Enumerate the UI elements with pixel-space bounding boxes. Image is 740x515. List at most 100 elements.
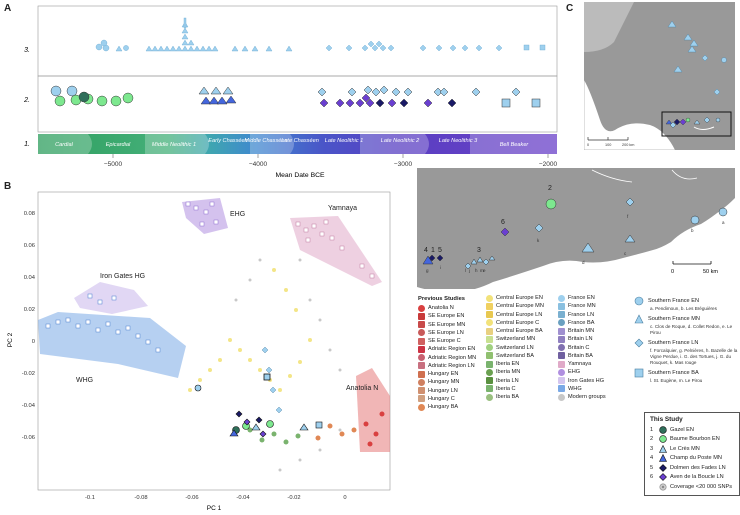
sfr-sites: l. St. Eugène, m. Le Pirou [650, 378, 703, 383]
legend-marker-icon [418, 337, 425, 345]
sfr-title: Southern France EN [648, 298, 699, 304]
legend-item: Modern groups [558, 393, 606, 401]
study-label: Dolmen des Fades LN [670, 464, 726, 471]
map-c-scale-100: 100 [605, 143, 611, 147]
period-bell-beaker: Bell Beaker [500, 142, 530, 148]
legend-marker-icon [558, 344, 565, 352]
study-label: Baume Bourbon EN [670, 436, 720, 443]
legend-marker-icon [558, 294, 565, 302]
legend-marker-icon [486, 385, 493, 393]
sfr-title: Southern France LN [648, 340, 699, 346]
legend-item: Hungary EN [418, 370, 476, 378]
this-study-legend: This Study 1 Gazel EN 2 Baume Bourbon EN 3 Le… [644, 412, 740, 496]
legend-marker-icon [486, 360, 493, 368]
legend-label: Central Europe LN [496, 311, 543, 318]
legend-marker-icon [418, 345, 425, 353]
site-letter-g: g [426, 268, 429, 273]
legend-marker-icon [418, 395, 425, 403]
legend-marker-icon [558, 327, 565, 335]
legend-label: Iberia LN [496, 377, 519, 384]
legend-marker-icon [418, 329, 425, 337]
panel-a-label: A [4, 3, 12, 14]
site-number-5: 5 [438, 247, 442, 254]
legend-label: Modern groups [568, 394, 606, 400]
ytick-0.02: 0.02 [24, 307, 35, 313]
legend-label: Britain LN [568, 336, 593, 343]
panel-b-label: B [4, 181, 12, 192]
legend-marker-icon [486, 311, 493, 319]
legend-label: WHG [568, 385, 582, 392]
map-c-scale-200: 200 km [622, 143, 634, 147]
legend-col2: Central Europe EN Central Europe MN Centra… [486, 294, 544, 401]
site-number-4: 4 [424, 247, 428, 254]
study-item: 6 Aven de la Boucle LN [650, 473, 734, 483]
site-letter-b: b [691, 228, 694, 233]
pca-ylabel: PC 2 [7, 332, 14, 347]
legend-marker-icon [418, 304, 425, 312]
legend-label: Switzerland BA [496, 352, 534, 359]
legend-label: EHG [568, 369, 581, 376]
legend-label: France EN [568, 295, 595, 301]
legend-marker-icon [486, 368, 493, 376]
legend-label: Hungary C [428, 395, 455, 402]
site-letter-e: e [483, 268, 486, 273]
southern-france-group: Southern France EN [634, 296, 738, 306]
legend-item: EHG [558, 368, 606, 376]
legend-label: SE Europe LN [428, 329, 464, 336]
legend-label: SE Europe MN [428, 321, 466, 328]
map-c-scale-0: 0 [587, 143, 589, 147]
legend-item: Adriatic Region LN [418, 362, 476, 370]
legend-item: France EN [558, 294, 606, 302]
legend-marker-icon [486, 335, 493, 343]
legend-marker-icon [486, 393, 493, 401]
xtick-4000: −4000 [249, 161, 268, 168]
legend-label: Central Europe EN [496, 295, 543, 301]
period-band [38, 134, 557, 154]
legend-marker-icon [418, 370, 425, 378]
ytick-0.04: 0.04 [24, 275, 36, 281]
legend-item: Hungary MN [418, 378, 476, 386]
site-letter-a: a [722, 220, 725, 225]
coverage-item: Coverage <20 000 SNPs [650, 482, 734, 492]
legend-label: Hungary EN [428, 371, 459, 377]
study-num: 5 [650, 464, 654, 471]
legend-label: Hungary BA [428, 404, 459, 410]
whg-hull [38, 312, 186, 378]
row2-markers [50, 85, 541, 108]
southern-france-legend: Southern France EN a. Pendimoun, b. Les B… [634, 294, 738, 384]
ytick-0.08: 0.08 [24, 211, 35, 217]
sfr-marker-icon [634, 338, 644, 348]
legend-item: SE Europe MN [418, 321, 476, 329]
sfr-title: Southern France MN [648, 316, 700, 322]
study-item: 4 Champ du Poste MN [650, 454, 734, 464]
legend-marker-icon [486, 344, 493, 352]
legend-marker-icon [486, 352, 493, 360]
legend-item: Hungary BA [418, 403, 476, 411]
legend-item: Iberia LN [486, 377, 544, 385]
zoom-scale-50: 50 km [703, 269, 718, 275]
site-4 [422, 255, 434, 265]
legend-item: SE Europe C [418, 337, 476, 345]
legend-label: SE Europe EN [428, 313, 465, 320]
sfr-marker-icon [634, 314, 644, 324]
pca-plot: EHG Yamnaya Iron Gates HG WHG Anatolia N… [7, 191, 391, 512]
legend-item: Central Europe MN [486, 302, 544, 310]
period-late-chasseen: Late Chasséen [281, 138, 319, 144]
legend-marker-icon [418, 321, 425, 329]
legend-item: Britain MN [558, 327, 606, 335]
xtick-2000: −2000 [539, 161, 558, 168]
legend-item: Switzerland BA [486, 352, 544, 360]
ytick-neg0.02: -0.02 [22, 371, 35, 377]
row-label-2: 2. [23, 97, 30, 104]
study-marker-icon [659, 454, 667, 463]
legend-marker-icon [418, 312, 425, 320]
site-letter-f: f [627, 214, 629, 219]
legend-item: Britain C [558, 344, 606, 352]
legend-label: Central Europe BA [496, 328, 543, 334]
legend-item: SE Europe EN [418, 312, 476, 320]
period-mn1: Middle Neolithic 1 [152, 142, 196, 148]
legend-marker-icon [418, 378, 425, 386]
legend-item: Britain LN [558, 335, 606, 343]
legend-item: Central Europe C [486, 319, 544, 327]
period-epicardial: Epicardial [106, 142, 131, 148]
